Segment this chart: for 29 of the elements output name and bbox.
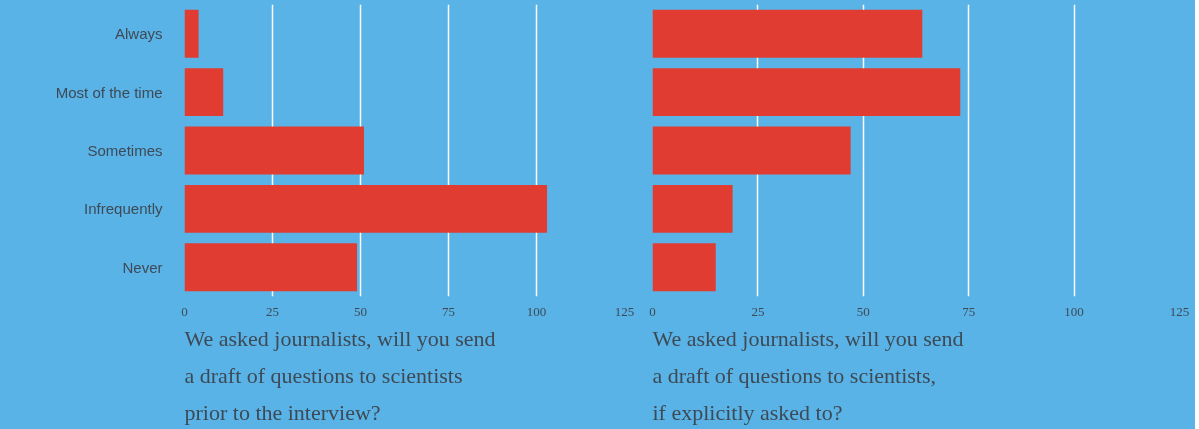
x-tick-label: 50 <box>354 303 367 319</box>
y-tick-label: Never <box>122 258 163 276</box>
text: We asked journalists, will you send a draft of questions to scientists prior to the interview? <box>184 325 496 425</box>
x-tick-label: 0 <box>649 303 656 319</box>
y-tick-label: Always <box>114 25 163 43</box>
y-tick-label: Most of the time <box>55 83 163 101</box>
x-tick-label: 100 <box>526 303 547 319</box>
x-tick-label: 50 <box>856 303 870 319</box>
y-tick-label: Infrequently <box>84 200 163 218</box>
bar <box>652 184 733 233</box>
bar <box>652 243 716 292</box>
bar <box>652 68 961 117</box>
bar <box>184 9 199 58</box>
bar <box>184 243 357 292</box>
bar <box>184 184 548 233</box>
bar <box>184 126 365 175</box>
x-tick-label: 125 <box>614 303 635 319</box>
bar <box>652 126 851 175</box>
x-tick-label: 100 <box>1064 303 1084 319</box>
bar <box>652 9 923 58</box>
x-tick-label: 0 <box>181 303 188 319</box>
text: We asked journalists, will you send a draft of questions to scientists, if explicitly asked to? <box>652 325 964 425</box>
y-tick-label: Sometimes <box>87 142 163 159</box>
x-tick-label: 75 <box>442 303 455 319</box>
bar <box>184 68 224 117</box>
x-tick-label: 125 <box>1169 303 1190 319</box>
x-tick-label: 25 <box>751 303 765 319</box>
x-tick-label: 75 <box>962 303 976 319</box>
x-tick-label: 25 <box>266 303 279 319</box>
